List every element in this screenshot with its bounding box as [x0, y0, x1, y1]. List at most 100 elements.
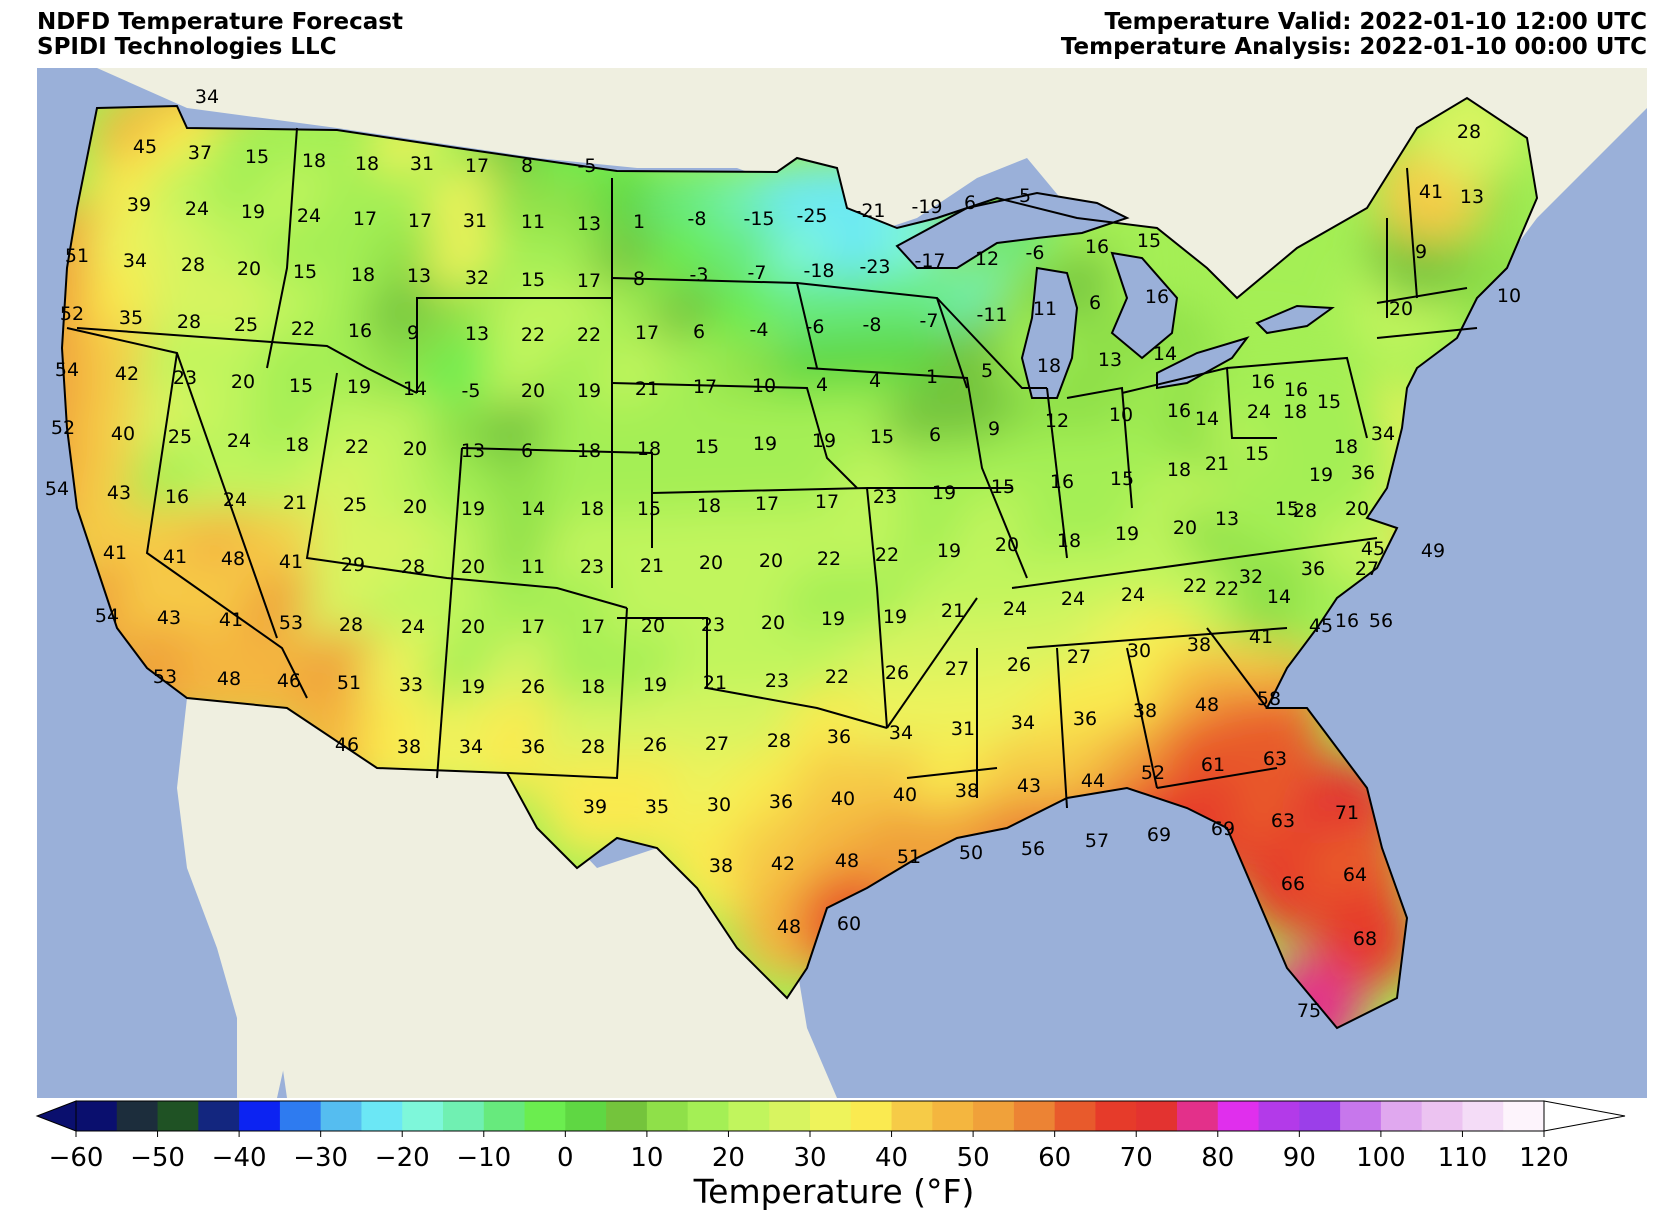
temperature-label: 23	[701, 614, 725, 636]
temperature-label: 22	[577, 324, 601, 346]
colorbar-swatch	[1013, 1101, 1056, 1131]
colorbar-swatch	[1503, 1101, 1545, 1131]
temperature-label: 34	[123, 250, 147, 272]
temperature-label: 22	[875, 544, 899, 566]
temperature-label: 20	[521, 380, 545, 402]
temperature-label: 31	[951, 718, 975, 740]
temperature-label: 9	[988, 418, 1000, 440]
temperature-label: 13	[1215, 508, 1239, 530]
colorbar-swatch	[1421, 1101, 1463, 1131]
colorbar-tick-label: 20	[712, 1143, 745, 1170]
temperature-label: 19	[883, 606, 907, 628]
temperature-label: 8	[633, 268, 645, 290]
colorbar-swatch	[116, 1101, 159, 1131]
temperature-label: 15	[1137, 230, 1161, 252]
colorbar: −60 −50 −40 −30 −20 −10 0 10 20 30 40 50 60 70 80 90 100…	[35, 1100, 1626, 1170]
temperature-label: 19	[821, 608, 845, 630]
temperature-label: 10	[752, 375, 776, 397]
temperature-label: 28	[1293, 500, 1317, 522]
temperature-label: 28	[339, 614, 363, 636]
lake-erie	[1156, 336, 1250, 390]
state-line	[1126, 647, 1158, 789]
valid-time: Temperature Valid: 2022-01-10 12:00 UTC	[1104, 9, 1647, 35]
baja-land	[177, 698, 297, 1098]
temperature-label: 14	[1195, 408, 1219, 430]
temperature-label: 43	[107, 482, 131, 504]
temperature-label: 40	[831, 788, 855, 810]
temperature-label: 20	[641, 615, 665, 637]
temperature-label: 18	[285, 434, 309, 456]
temperature-label: -6	[1026, 242, 1045, 264]
temperature-label: 21	[635, 378, 659, 400]
temperature-label: 43	[1017, 775, 1041, 797]
temperature-label: 41	[1249, 626, 1273, 648]
temperature-label: 18	[351, 264, 375, 286]
temperature-label: 36	[827, 726, 851, 748]
temperature-label: 27	[705, 733, 729, 755]
colorbar-swatches	[35, 1100, 1626, 1132]
colorbar-swatch	[239, 1101, 281, 1131]
colorbar-swatch	[932, 1101, 974, 1131]
temperature-label: 16	[1050, 471, 1074, 493]
temperature-label: 20	[461, 616, 485, 638]
temperature-label: 22	[521, 324, 545, 346]
temperature-label: 27	[945, 658, 969, 680]
temperature-label: 52	[51, 417, 75, 439]
temperature-label: 51	[337, 672, 361, 694]
temperature-label: 38	[397, 736, 421, 758]
temperature-label: 63	[1263, 748, 1287, 770]
temperature-label: 13	[461, 440, 485, 462]
temperature-label: 31	[410, 153, 434, 175]
temperature-label: 32	[465, 267, 489, 289]
temperature-label: 28	[181, 254, 205, 276]
temperature-label: 71	[1335, 802, 1359, 824]
temperature-label: 34	[889, 722, 913, 744]
temperature-label: 61	[1201, 754, 1225, 776]
temperature-label: 48	[777, 916, 801, 938]
temperature-label: 26	[1007, 654, 1031, 676]
colorbar-tick-label: 80	[1201, 1143, 1234, 1170]
colorbar-swatch	[157, 1101, 199, 1131]
temperature-label: 19	[812, 430, 836, 452]
lake-superior	[895, 191, 1130, 269]
temperature-label: 14	[521, 498, 545, 520]
temperature-label: 14	[1267, 586, 1291, 608]
temperature-label: 19	[461, 676, 485, 698]
temperature-label: 19	[753, 433, 777, 455]
state-line	[266, 127, 298, 369]
temperature-label: 21	[283, 492, 307, 514]
temperature-label: 26	[643, 734, 667, 756]
temperature-label: 24	[223, 489, 247, 511]
temperature-label: 15	[1317, 391, 1341, 413]
state-line	[886, 597, 978, 729]
temperature-label: 20	[237, 258, 261, 280]
temperature-label: 39	[127, 194, 151, 216]
temperature-label: 25	[234, 314, 258, 336]
colorbar-tick-label: 70	[1120, 1143, 1153, 1170]
colorbar-tick-label: 120	[1519, 1143, 1569, 1170]
colorbar-swatch	[565, 1101, 607, 1131]
temperature-label: 39	[583, 796, 607, 818]
temperature-label: 11	[521, 211, 545, 233]
temperature-label: 43	[157, 607, 181, 629]
great-lakes	[895, 191, 1335, 399]
temperature-label: 16	[1251, 371, 1275, 393]
temperature-label: 18	[1283, 401, 1307, 423]
temperature-label: -15	[743, 208, 774, 230]
temperature-label: 31	[463, 210, 487, 232]
temperature-label: 9	[1415, 241, 1427, 263]
temperature-label: 18	[1167, 459, 1191, 481]
temperature-label: 18	[1037, 355, 1061, 377]
colorbar-swatch	[1299, 1101, 1341, 1131]
temperature-blob	[1294, 394, 1398, 498]
state-line	[305, 372, 628, 609]
temperature-label: 16	[1167, 400, 1191, 422]
temperature-label: 15	[293, 261, 317, 283]
temperature-label: 13	[1098, 349, 1122, 371]
temperature-label: 38	[709, 855, 733, 877]
colorbar-swatch	[524, 1101, 566, 1131]
temperature-label: 17	[815, 491, 839, 513]
temperature-label: 24	[1003, 598, 1027, 620]
colorbar-tick-label: 30	[793, 1143, 826, 1170]
